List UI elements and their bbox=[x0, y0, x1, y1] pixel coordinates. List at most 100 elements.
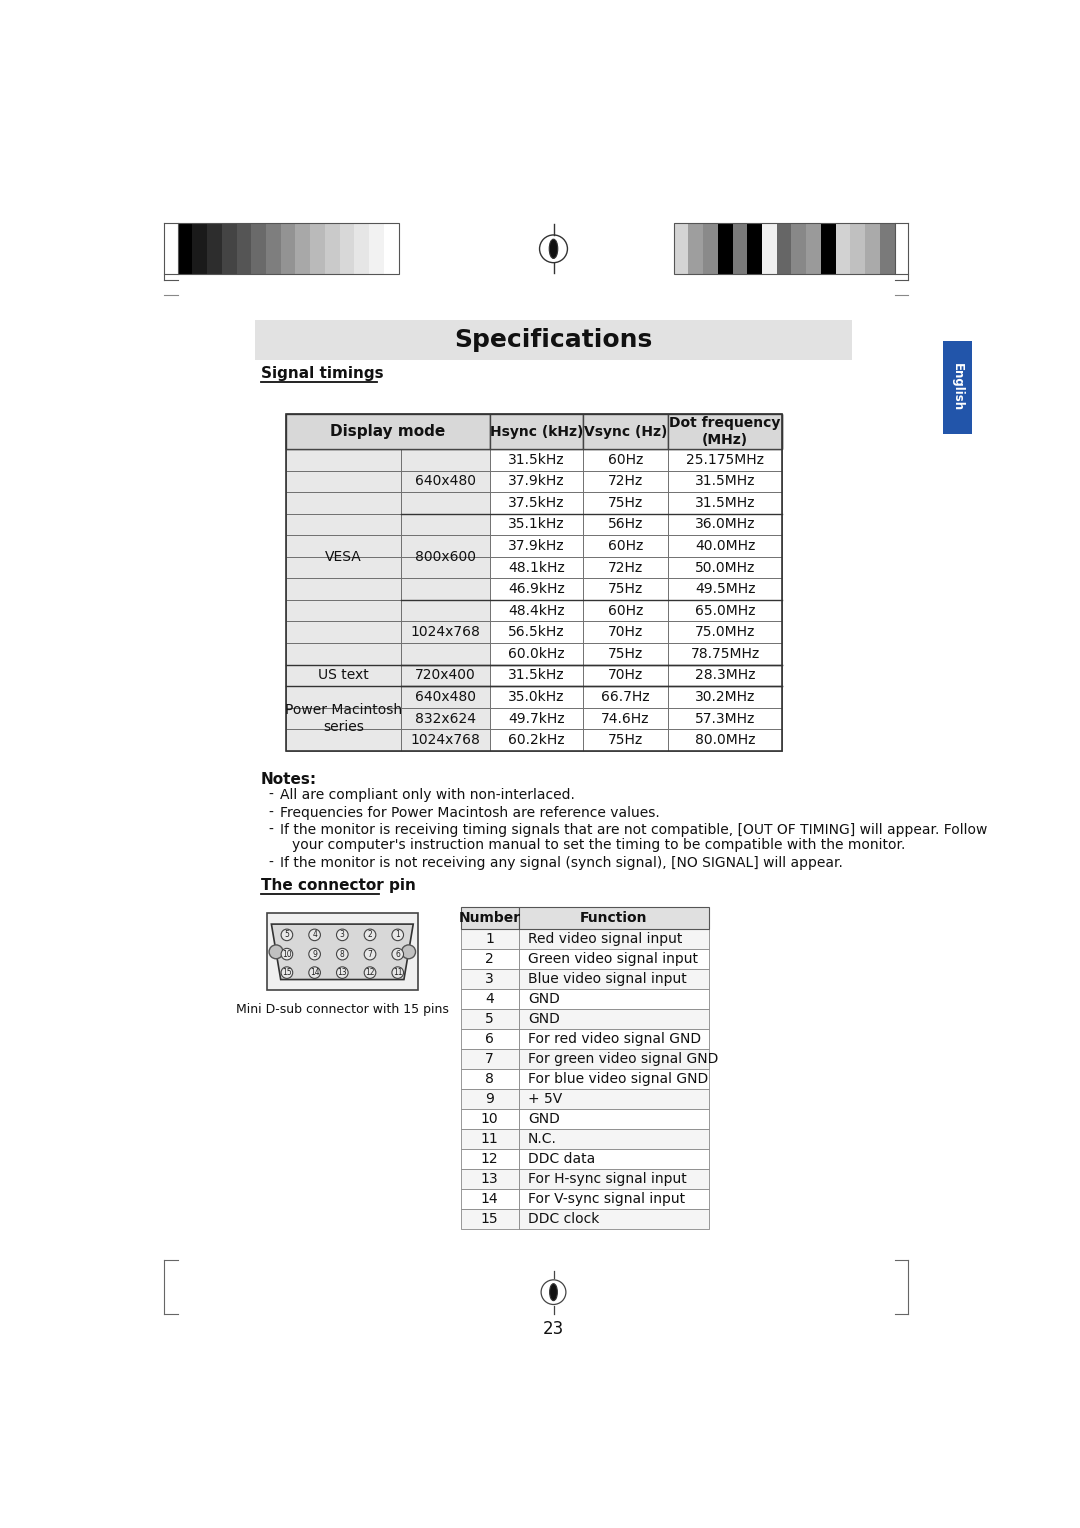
Text: 75.0MHz: 75.0MHz bbox=[694, 625, 755, 639]
Circle shape bbox=[269, 944, 283, 958]
Text: 720x400: 720x400 bbox=[415, 668, 476, 683]
Bar bbox=[669, 449, 782, 471]
Circle shape bbox=[337, 929, 348, 941]
Bar bbox=[460, 1028, 518, 1048]
Text: 30.2MHz: 30.2MHz bbox=[694, 691, 755, 704]
Circle shape bbox=[281, 967, 293, 978]
Bar bbox=[325, 223, 339, 274]
Text: 65.0MHz: 65.0MHz bbox=[694, 604, 755, 617]
Bar bbox=[490, 556, 583, 579]
Text: 14: 14 bbox=[310, 969, 320, 976]
Bar bbox=[460, 949, 518, 969]
Bar bbox=[669, 601, 782, 622]
Polygon shape bbox=[271, 924, 414, 979]
Bar bbox=[177, 223, 399, 274]
Text: 72Hz: 72Hz bbox=[608, 561, 644, 575]
Bar bbox=[490, 665, 583, 686]
Bar bbox=[806, 223, 821, 274]
Circle shape bbox=[337, 967, 348, 978]
Bar bbox=[669, 665, 782, 686]
Circle shape bbox=[281, 949, 293, 960]
Bar bbox=[518, 908, 708, 929]
Bar bbox=[310, 223, 325, 274]
Bar bbox=[401, 622, 490, 643]
Text: 75Hz: 75Hz bbox=[608, 733, 644, 747]
Bar bbox=[401, 556, 490, 579]
Bar bbox=[460, 989, 518, 1008]
Text: -: - bbox=[268, 788, 273, 802]
Text: 8: 8 bbox=[485, 1071, 494, 1086]
Text: 15: 15 bbox=[282, 969, 292, 976]
Bar bbox=[286, 665, 401, 686]
Bar bbox=[518, 989, 708, 1008]
Text: N.C.: N.C. bbox=[528, 1132, 557, 1146]
Bar bbox=[490, 686, 583, 707]
Bar bbox=[401, 729, 490, 750]
Bar bbox=[401, 707, 490, 729]
Text: For red video signal GND: For red video signal GND bbox=[528, 1031, 701, 1045]
Text: 56.5kHz: 56.5kHz bbox=[508, 625, 565, 639]
Text: If the monitor is not receiving any signal (synch signal), [NO SIGNAL] will appe: If the monitor is not receiving any sign… bbox=[280, 856, 842, 869]
Bar bbox=[401, 535, 490, 556]
Bar bbox=[943, 341, 972, 434]
Text: 66.7Hz: 66.7Hz bbox=[602, 691, 650, 704]
Bar bbox=[401, 471, 490, 492]
Text: 10: 10 bbox=[282, 949, 292, 958]
Bar bbox=[518, 1149, 708, 1169]
Bar bbox=[281, 223, 296, 274]
Bar bbox=[669, 686, 782, 707]
Bar bbox=[460, 969, 518, 989]
Bar bbox=[286, 471, 401, 492]
Bar bbox=[460, 1129, 518, 1149]
Bar bbox=[286, 414, 782, 449]
Text: 6: 6 bbox=[485, 1031, 494, 1045]
Bar bbox=[286, 686, 401, 707]
Bar bbox=[401, 686, 490, 707]
Bar bbox=[221, 223, 237, 274]
Bar bbox=[286, 601, 401, 622]
Bar bbox=[286, 707, 401, 729]
Circle shape bbox=[392, 967, 404, 978]
Circle shape bbox=[392, 929, 404, 941]
Bar bbox=[792, 223, 806, 274]
Bar bbox=[296, 223, 310, 274]
Text: Blue video signal input: Blue video signal input bbox=[528, 972, 687, 986]
Bar bbox=[460, 1008, 518, 1028]
Bar bbox=[401, 449, 490, 471]
Text: GND: GND bbox=[528, 1012, 559, 1025]
Text: Signal timings: Signal timings bbox=[260, 367, 383, 380]
Ellipse shape bbox=[550, 240, 557, 258]
Bar bbox=[460, 1109, 518, 1129]
Ellipse shape bbox=[550, 1284, 557, 1300]
Circle shape bbox=[337, 949, 348, 960]
Bar bbox=[762, 223, 777, 274]
Text: 56Hz: 56Hz bbox=[608, 518, 644, 532]
Bar bbox=[518, 1129, 708, 1149]
Text: 75Hz: 75Hz bbox=[608, 497, 644, 510]
Bar bbox=[401, 643, 490, 665]
Text: 50.0MHz: 50.0MHz bbox=[694, 561, 755, 575]
Text: 60Hz: 60Hz bbox=[608, 539, 644, 553]
Text: Power Macintosh
series: Power Macintosh series bbox=[285, 703, 402, 733]
Circle shape bbox=[281, 929, 293, 941]
Text: 4: 4 bbox=[312, 931, 318, 940]
Bar bbox=[383, 223, 399, 274]
Text: 31.5kHz: 31.5kHz bbox=[508, 668, 565, 683]
Text: 4: 4 bbox=[485, 992, 494, 1005]
Text: 5: 5 bbox=[284, 931, 289, 940]
Text: 80.0MHz: 80.0MHz bbox=[694, 733, 755, 747]
Bar bbox=[669, 471, 782, 492]
Bar bbox=[401, 665, 490, 686]
Text: 3: 3 bbox=[340, 931, 345, 940]
Bar bbox=[583, 686, 669, 707]
Text: Dot frequency
(MHz): Dot frequency (MHz) bbox=[670, 416, 781, 448]
Bar bbox=[583, 707, 669, 729]
Text: Function: Function bbox=[580, 911, 647, 924]
Bar bbox=[286, 513, 401, 535]
Bar bbox=[490, 471, 583, 492]
Text: 37.9kHz: 37.9kHz bbox=[508, 474, 565, 489]
Bar bbox=[286, 535, 401, 556]
Bar bbox=[732, 223, 747, 274]
Text: 640x480: 640x480 bbox=[415, 474, 476, 489]
Bar bbox=[177, 223, 192, 274]
